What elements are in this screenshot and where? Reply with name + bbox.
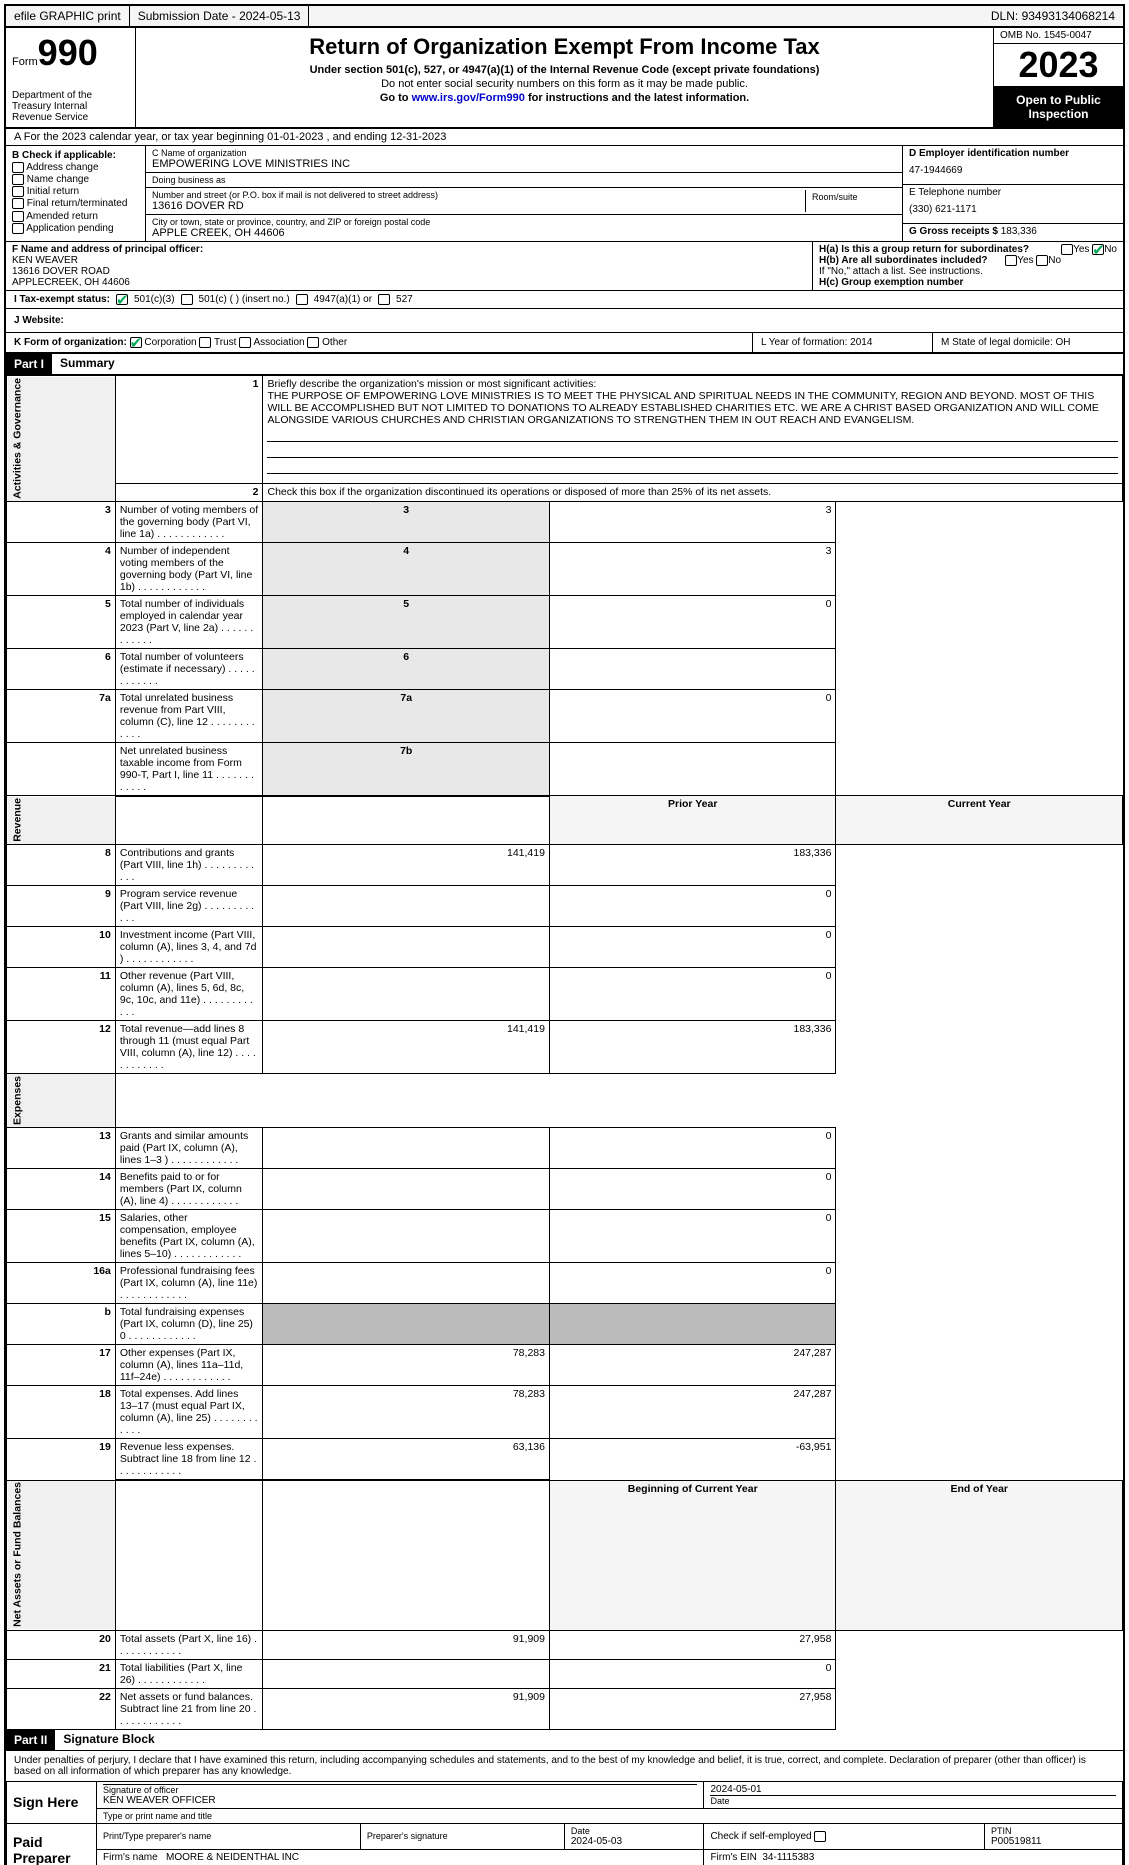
mission-text: THE PURPOSE OF EMPOWERING LOVE MINISTRIE… xyxy=(267,390,1098,426)
side-ag: Activities & Governance xyxy=(7,376,116,502)
cb-other[interactable] xyxy=(307,337,319,348)
cb-501c3[interactable] xyxy=(116,294,128,305)
efile-label: efile GRAPHIC print xyxy=(6,6,130,26)
firm-ein: 34-1115383 xyxy=(762,1852,814,1863)
cb-name-change[interactable] xyxy=(12,174,24,185)
cb-app-pending[interactable] xyxy=(12,223,24,234)
firm-name: MOORE & NEIDENTHAL INC xyxy=(166,1852,299,1863)
cb-assoc[interactable] xyxy=(239,337,251,348)
dept-label: Department of the Treasury Internal Reve… xyxy=(12,90,129,123)
street-address: 13616 DOVER RD xyxy=(152,200,805,212)
cb-4947[interactable] xyxy=(296,294,308,305)
year-formation: L Year of formation: 2014 xyxy=(753,333,933,352)
ein: 47-1944669 xyxy=(909,159,1117,182)
cb-final-return[interactable] xyxy=(12,198,24,209)
col-de: D Employer identification number47-19446… xyxy=(903,146,1123,241)
officer-sig: KEN WEAVER OFFICER xyxy=(103,1795,216,1806)
goto-note: Go to www.irs.gov/Form990 for instructio… xyxy=(146,92,983,104)
form-title: Return of Organization Exempt From Incom… xyxy=(146,34,983,60)
omb-number: OMB No. 1545-0047 xyxy=(994,28,1123,44)
section-fh: F Name and address of principal officer:… xyxy=(6,242,1123,291)
part1-header: Part I Summary xyxy=(6,354,1123,375)
cb-hb-no[interactable] xyxy=(1036,255,1048,266)
section-bcde: B Check if applicable: Address change Na… xyxy=(6,146,1123,242)
form-subtitle: Under section 501(c), 527, or 4947(a)(1)… xyxy=(146,64,983,76)
row-a: A For the 2023 calendar year, or tax yea… xyxy=(6,129,1123,146)
ptin: P00519811 xyxy=(991,1836,1041,1847)
state-domicile: M State of legal domicile: OH xyxy=(933,333,1123,352)
side-rev: Revenue xyxy=(7,796,116,845)
city-state-zip: APPLE CREEK, OH 44606 xyxy=(152,227,896,239)
col-b: B Check if applicable: Address change Na… xyxy=(6,146,146,241)
form-number: Form 990 xyxy=(12,32,129,74)
summary-table: Activities & Governance 1 Briefly descri… xyxy=(6,375,1123,1730)
cb-ha-yes[interactable] xyxy=(1061,244,1073,255)
sign-here-label: Sign Here xyxy=(7,1781,97,1823)
irs-link[interactable]: www.irs.gov/Form990 xyxy=(412,92,525,104)
submission-date: Submission Date - 2024-05-13 xyxy=(130,6,310,26)
col-c: C Name of organizationEMPOWERING LOVE MI… xyxy=(146,146,903,241)
cb-corp[interactable] xyxy=(130,337,142,348)
col-f: F Name and address of principal officer:… xyxy=(6,242,813,290)
cb-amended[interactable] xyxy=(12,211,24,222)
dln: DLN: 93493134068214 xyxy=(983,6,1123,26)
cb-self-employed[interactable] xyxy=(814,1831,826,1842)
paid-preparer-label: Paid Preparer Use Only xyxy=(7,1823,97,1865)
cb-initial-return[interactable] xyxy=(12,186,24,197)
sig-date: 2024-05-01 xyxy=(710,1784,761,1795)
public-inspection: Open to Public Inspection xyxy=(994,87,1123,127)
cb-trust[interactable] xyxy=(199,337,211,348)
cb-ha-no[interactable] xyxy=(1092,244,1104,255)
tax-year: 2023 xyxy=(994,44,1123,87)
side-exp: Expenses xyxy=(7,1074,116,1128)
row-j: J Website: xyxy=(6,309,1123,333)
org-name: EMPOWERING LOVE MINISTRIES INC xyxy=(152,158,896,170)
row-i: I Tax-exempt status: 501(c)(3) 501(c) ( … xyxy=(6,291,1123,309)
row-klm: K Form of organization: Corporation Trus… xyxy=(6,333,1123,354)
form-990-page: efile GRAPHIC print Submission Date - 20… xyxy=(4,4,1125,1865)
cb-501c[interactable] xyxy=(181,294,193,305)
cb-address-change[interactable] xyxy=(12,162,24,173)
signature-table: Sign Here Signature of officerKEN WEAVER… xyxy=(6,1781,1123,1865)
part2-header: Part II Signature Block xyxy=(6,1730,1123,1751)
side-na: Net Assets or Fund Balances xyxy=(7,1480,116,1630)
topbar: efile GRAPHIC print Submission Date - 20… xyxy=(6,6,1123,28)
form-header: Form 990 Department of the Treasury Inte… xyxy=(6,28,1123,129)
telephone: (330) 621-1171 xyxy=(909,198,1117,221)
gross-receipts: 183,336 xyxy=(1001,226,1037,237)
col-h: H(a) Is this a group return for subordin… xyxy=(813,242,1123,290)
cb-527[interactable] xyxy=(378,294,390,305)
sig-declaration: Under penalties of perjury, I declare th… xyxy=(6,1751,1123,1781)
ssn-note: Do not enter social security numbers on … xyxy=(146,78,983,90)
officer-name: KEN WEAVER xyxy=(12,255,78,266)
cb-hb-yes[interactable] xyxy=(1005,255,1017,266)
